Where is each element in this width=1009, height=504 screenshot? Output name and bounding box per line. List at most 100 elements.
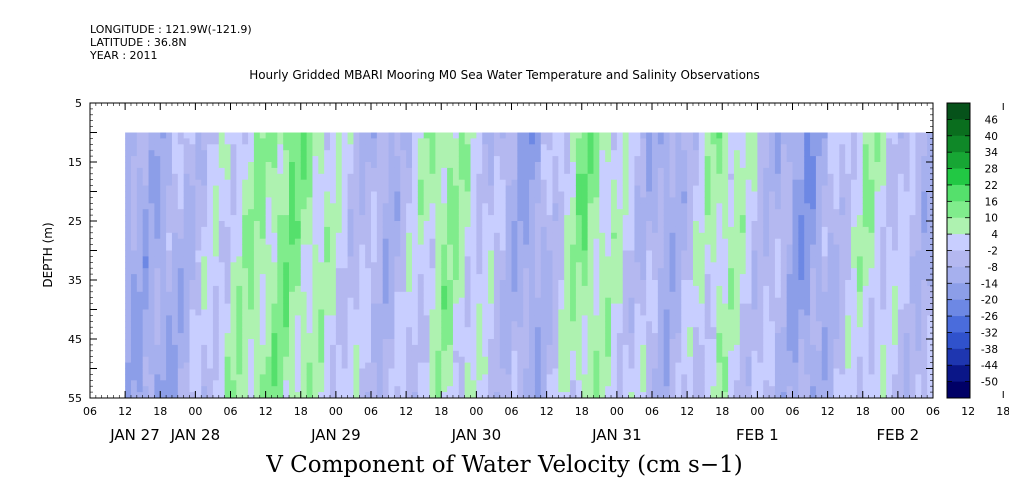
heatmap-cell — [218, 244, 226, 251]
heatmap-cell — [681, 374, 688, 381]
heatmap-cell — [616, 203, 624, 210]
heatmap-cell — [628, 256, 635, 263]
heatmap-cell — [207, 262, 214, 269]
heatmap-cell — [575, 138, 583, 145]
heatmap-cell — [230, 297, 237, 304]
heatmap-cell — [534, 132, 542, 139]
heatmap-cell — [441, 221, 448, 228]
heatmap-cell — [125, 226, 132, 234]
heatmap-cell — [499, 262, 507, 269]
heatmap-cell — [154, 297, 161, 304]
heatmap-cell — [745, 333, 752, 340]
heatmap-cell — [289, 173, 296, 181]
heatmap-cell — [523, 333, 530, 340]
heatmap-cell — [324, 362, 331, 369]
heatmap-cell — [423, 191, 430, 198]
heatmap-cell — [646, 132, 653, 139]
heatmap-cell — [242, 162, 249, 169]
heatmap-cell — [646, 333, 653, 340]
heatmap-cell — [570, 209, 577, 216]
heatmap-cell — [616, 232, 624, 240]
heatmap-cell — [704, 297, 711, 304]
heatmap-cell — [388, 268, 395, 275]
heatmap-cell — [207, 185, 214, 192]
heatmap-cell — [201, 268, 208, 275]
heatmap-cell — [207, 386, 214, 393]
heatmap-cell — [441, 291, 448, 299]
heatmap-cell — [681, 203, 688, 210]
heatmap-cell — [482, 132, 489, 139]
heatmap-cell — [154, 167, 161, 175]
heatmap-cell — [277, 138, 284, 145]
heatmap-cell — [733, 203, 741, 210]
heatmap-cell — [341, 368, 348, 375]
heatmap-cell — [318, 321, 325, 328]
heatmap-cell — [353, 333, 360, 340]
heatmap-cell — [347, 256, 354, 263]
heatmap-cell — [130, 138, 138, 145]
heatmap-cell — [599, 232, 606, 240]
heatmap-cell — [423, 262, 430, 269]
heatmap-cell — [581, 315, 588, 322]
heatmap-cell — [681, 356, 688, 363]
heatmap-cell — [341, 392, 348, 399]
heatmap-cell — [160, 386, 167, 393]
heatmap-cell — [605, 350, 612, 358]
heatmap-cell — [745, 386, 752, 393]
heatmap-cell — [733, 315, 741, 322]
heatmap-cell — [130, 209, 138, 216]
heatmap-cell — [540, 315, 548, 322]
heatmap-cell — [722, 268, 729, 275]
heatmap-cell — [534, 386, 542, 393]
heatmap-cell — [341, 262, 348, 269]
heatmap-cell — [142, 321, 149, 328]
heatmap-cell — [452, 392, 460, 399]
heatmap-cell — [253, 303, 261, 310]
heatmap-cell — [587, 392, 594, 399]
heatmap-cell — [739, 280, 747, 287]
heatmap-cell — [183, 309, 190, 316]
heatmap-cell — [294, 221, 302, 228]
heatmap-cell — [154, 280, 161, 287]
heatmap-cell — [435, 144, 442, 151]
heatmap-cell — [751, 268, 758, 275]
heatmap-cell — [212, 203, 220, 210]
heatmap-cell — [493, 333, 501, 340]
heatmap-cell — [189, 238, 196, 245]
heatmap-cell — [435, 167, 442, 175]
heatmap-cell — [728, 215, 735, 222]
heatmap-cell — [599, 274, 606, 281]
heatmap-cell — [739, 344, 747, 352]
heatmap-cell — [289, 321, 296, 328]
heatmap-cell — [318, 185, 325, 192]
heatmap-cell — [692, 232, 700, 240]
heatmap-cell — [546, 356, 553, 363]
heatmap-cell — [371, 221, 378, 228]
heatmap-cell — [400, 356, 407, 363]
heatmap-cell — [341, 150, 348, 157]
heatmap-cell — [171, 280, 179, 287]
heatmap-cell — [523, 185, 530, 192]
heatmap-cell — [581, 132, 588, 139]
heatmap-cell — [452, 285, 460, 293]
heatmap-cell — [769, 291, 776, 299]
heatmap-cell — [493, 162, 501, 169]
heatmap-cell — [242, 138, 249, 145]
heatmap-cell — [517, 150, 524, 157]
heatmap-cell — [271, 232, 278, 240]
heatmap-cell — [441, 327, 448, 334]
heatmap-cell — [271, 374, 278, 381]
heatmap-cell — [330, 167, 337, 175]
heatmap-cell — [265, 268, 272, 275]
heatmap-cell — [657, 162, 665, 169]
heatmap-cell — [505, 144, 512, 151]
heatmap-cell — [330, 162, 337, 169]
heatmap-cell — [634, 138, 641, 145]
heatmap-cell — [283, 256, 290, 263]
heatmap-cell — [751, 262, 758, 269]
heatmap-cell — [166, 339, 173, 346]
heatmap-cell — [558, 203, 565, 210]
heatmap-cell — [183, 321, 190, 328]
heatmap-cell — [511, 215, 518, 222]
heatmap-cell — [423, 344, 430, 352]
